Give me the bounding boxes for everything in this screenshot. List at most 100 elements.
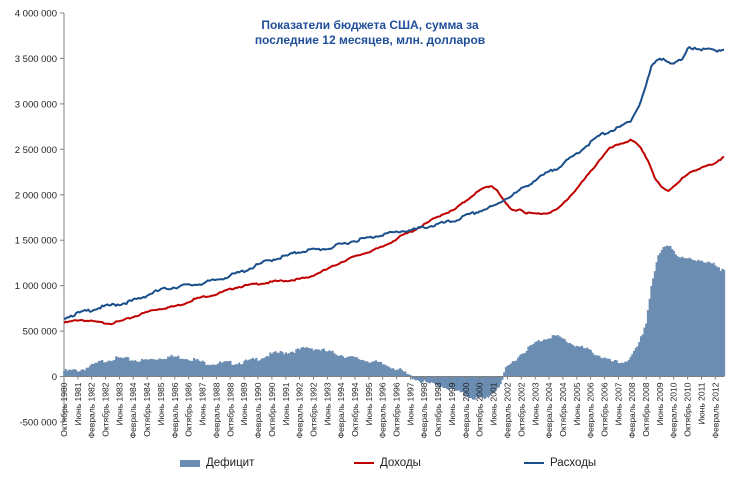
deficit-bar xyxy=(577,346,580,377)
deficit-bar xyxy=(213,364,216,377)
deficit-bar xyxy=(572,345,575,377)
deficit-bar xyxy=(542,339,546,377)
deficit-bar xyxy=(201,360,204,377)
deficit-bar xyxy=(206,364,209,377)
deficit-bar xyxy=(646,309,649,377)
deficit-bar xyxy=(70,369,73,377)
y-tick-label: 4 000 000 xyxy=(15,9,57,20)
deficit-bar xyxy=(586,347,589,377)
deficit-bar xyxy=(567,343,570,377)
deficit-bar xyxy=(272,352,275,377)
deficit-bar xyxy=(513,361,516,377)
deficit-bar xyxy=(257,360,260,377)
deficit-bar xyxy=(203,361,206,377)
deficit-bar xyxy=(430,376,433,383)
deficit-bar xyxy=(617,363,620,377)
deficit-bar xyxy=(321,349,324,377)
deficit-bar xyxy=(342,356,345,377)
deficit-bar xyxy=(664,246,667,377)
deficit-bar xyxy=(232,365,235,377)
deficit-bar xyxy=(333,353,336,377)
deficit-bar xyxy=(518,355,521,377)
deficit-bar xyxy=(215,364,218,377)
x-tick-label: Октябрь 2006 xyxy=(600,382,610,436)
deficit-bar xyxy=(118,357,121,377)
deficit-bar xyxy=(253,359,256,377)
deficit-bar xyxy=(671,249,674,377)
deficit-bar xyxy=(293,353,296,377)
deficit-bar xyxy=(199,361,203,377)
x-tick-label: Июнь 2011 xyxy=(697,382,707,425)
deficit-bar xyxy=(317,349,320,377)
deficit-bar xyxy=(608,358,611,377)
deficit-bar xyxy=(711,263,714,377)
deficit-bar xyxy=(168,356,171,377)
deficit-bar xyxy=(73,369,76,377)
deficit-bar xyxy=(135,361,138,377)
deficit-bar xyxy=(326,351,329,377)
x-tick-label: Октябрь 2000 xyxy=(475,382,485,436)
deficit-bar xyxy=(302,346,305,377)
deficit-bar xyxy=(541,341,544,377)
deficit-bar xyxy=(565,341,568,377)
x-tick-label: Февраль 2012 xyxy=(710,382,720,438)
deficit-bar xyxy=(529,345,532,377)
deficit-bar xyxy=(459,376,462,393)
deficit-bar xyxy=(284,352,287,377)
x-tick-label: Июнь 2009 xyxy=(655,382,665,425)
deficit-bar xyxy=(116,356,119,377)
deficit-bar xyxy=(137,362,140,377)
deficit-bar xyxy=(92,364,95,377)
deficit-bar xyxy=(329,351,332,377)
deficit-bar xyxy=(296,348,300,377)
deficit-bar xyxy=(220,362,223,377)
deficit-bar xyxy=(189,360,192,377)
deficit-bar xyxy=(537,340,540,377)
deficit-bar xyxy=(390,368,393,377)
deficit-bar xyxy=(80,369,83,377)
x-tick-label: Февраль 1984 xyxy=(128,382,138,438)
deficit-bar xyxy=(503,372,506,377)
deficit-bar xyxy=(672,250,675,377)
deficit-bar xyxy=(555,335,558,377)
deficit-bar xyxy=(681,256,684,377)
deficit-bar xyxy=(558,336,561,377)
deficit-bar xyxy=(575,345,578,377)
x-tick-label: Февраль 1992 xyxy=(295,382,305,438)
deficit-bar xyxy=(432,376,435,383)
legend-label-revenue: Доходы xyxy=(380,457,421,469)
deficit-bar xyxy=(277,352,280,377)
deficit-bar xyxy=(508,364,511,377)
deficit-bar xyxy=(392,368,395,377)
deficit-bar xyxy=(97,361,100,377)
legend-item-deficit: Дефицит xyxy=(180,457,254,469)
deficit-bar xyxy=(686,258,689,377)
deficit-bar xyxy=(309,348,312,377)
x-tick-label: Февраль 1988 xyxy=(211,382,221,438)
y-tick-label: 1 500 000 xyxy=(15,236,57,247)
deficit-bar xyxy=(347,356,350,377)
deficit-bar xyxy=(71,369,74,377)
deficit-bar xyxy=(269,352,272,377)
deficit-bar xyxy=(96,362,99,377)
deficit-bar xyxy=(579,346,582,377)
deficit-bar xyxy=(411,376,414,380)
deficit-bar xyxy=(359,359,362,377)
deficit-bar xyxy=(123,357,126,377)
deficit-bar xyxy=(419,376,423,383)
deficit-bar xyxy=(399,368,402,377)
deficit-bar xyxy=(108,360,111,377)
deficit-bar xyxy=(395,369,398,377)
deficit-bar xyxy=(523,353,526,377)
x-tick-label: Июнь 1993 xyxy=(322,382,332,425)
deficit-bar xyxy=(208,365,211,377)
deficit-bar xyxy=(688,257,691,377)
x-tick-label: Октябрь 1986 xyxy=(184,382,194,436)
deficit-bar xyxy=(544,339,547,377)
deficit-bar xyxy=(549,338,552,377)
deficit-bar xyxy=(101,359,104,377)
deficit-bar xyxy=(548,338,551,377)
deficit-bar xyxy=(563,339,566,377)
deficit-bar xyxy=(704,262,707,377)
deficit-bar xyxy=(298,349,301,377)
